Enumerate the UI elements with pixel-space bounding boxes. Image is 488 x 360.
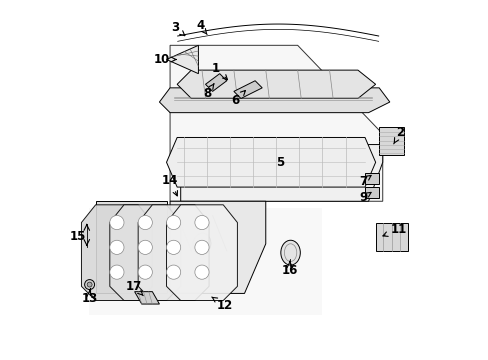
Polygon shape (170, 45, 382, 201)
Text: 7: 7 (359, 175, 370, 188)
Text: 12: 12 (211, 297, 233, 312)
Polygon shape (166, 45, 198, 74)
Ellipse shape (280, 240, 300, 265)
Polygon shape (138, 205, 209, 301)
Circle shape (195, 265, 209, 279)
Polygon shape (233, 81, 262, 99)
Polygon shape (110, 205, 181, 301)
Text: 11: 11 (382, 223, 406, 237)
Text: 10: 10 (154, 53, 176, 66)
Circle shape (84, 280, 94, 289)
Polygon shape (364, 187, 378, 198)
Circle shape (138, 240, 152, 255)
Text: 3: 3 (171, 21, 184, 36)
Text: 17: 17 (125, 280, 143, 296)
Polygon shape (375, 222, 407, 251)
Text: 5: 5 (275, 156, 284, 169)
Circle shape (110, 215, 124, 230)
Polygon shape (177, 70, 375, 99)
Text: 2: 2 (393, 126, 404, 144)
Circle shape (195, 240, 209, 255)
Circle shape (110, 240, 124, 255)
Text: 4: 4 (196, 19, 207, 35)
Polygon shape (181, 145, 382, 201)
Text: 16: 16 (281, 264, 298, 277)
Polygon shape (364, 173, 378, 184)
Polygon shape (88, 208, 322, 315)
Text: 13: 13 (81, 292, 98, 305)
Circle shape (195, 215, 209, 230)
Polygon shape (96, 201, 166, 293)
Polygon shape (81, 205, 152, 301)
Circle shape (87, 282, 92, 287)
Circle shape (138, 215, 152, 230)
Circle shape (110, 265, 124, 279)
Polygon shape (378, 127, 403, 155)
Circle shape (166, 240, 181, 255)
Polygon shape (166, 205, 237, 301)
Text: 6: 6 (231, 90, 245, 107)
Text: 15: 15 (70, 230, 86, 243)
Circle shape (138, 265, 152, 279)
Text: 14: 14 (162, 174, 178, 196)
Circle shape (166, 265, 181, 279)
Circle shape (166, 215, 181, 230)
Text: 9: 9 (358, 191, 370, 204)
Polygon shape (170, 201, 265, 293)
Polygon shape (205, 74, 226, 91)
Polygon shape (134, 292, 159, 304)
Polygon shape (166, 138, 375, 187)
Polygon shape (159, 88, 389, 113)
Text: 1: 1 (212, 62, 227, 80)
Text: 8: 8 (203, 84, 214, 100)
